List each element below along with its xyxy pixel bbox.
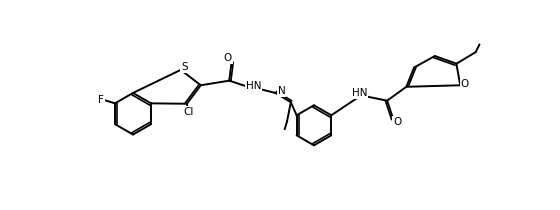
Text: N: N xyxy=(278,87,286,96)
Text: Cl: Cl xyxy=(183,107,194,117)
Text: F: F xyxy=(98,94,104,105)
Text: O: O xyxy=(223,53,232,63)
Text: HN: HN xyxy=(352,88,367,98)
Text: O: O xyxy=(393,117,401,127)
Text: HN: HN xyxy=(246,81,262,91)
Text: O: O xyxy=(460,80,469,89)
Text: S: S xyxy=(181,62,188,72)
